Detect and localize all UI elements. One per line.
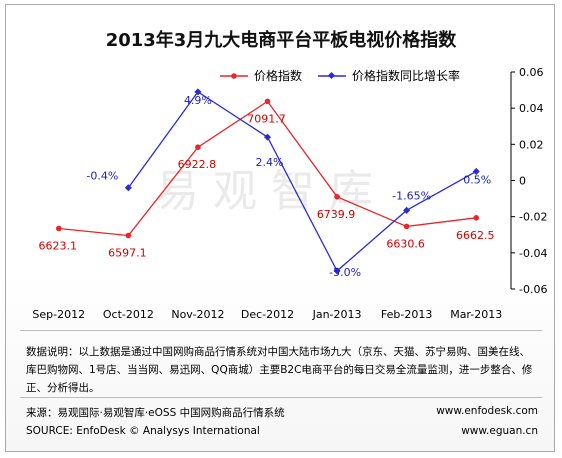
x-axis-tick-label: Nov-2012 <box>171 308 224 321</box>
yoy-growth-line <box>127 91 477 272</box>
price-index-data-label: 6630.6 <box>386 237 425 250</box>
right-axis-tick-label: -0.02 <box>519 211 547 224</box>
price-index-data-label: 6623.1 <box>39 239 78 252</box>
legend-red-label: 价格指数 <box>254 68 302 83</box>
right-axis-tick-label: 0.06 <box>519 66 544 79</box>
right-axis-tick-label: -0.06 <box>519 283 547 296</box>
x-axis-tick-label: Mar-2013 <box>450 308 502 321</box>
yoy-growth-data-label: -0.4% <box>86 170 118 183</box>
url-enfodesk: www.enfodesk.com <box>436 405 538 417</box>
x-axis-tick-label: Jan-2013 <box>312 308 362 321</box>
chart-frame <box>5 4 555 452</box>
price-index-point <box>264 98 271 105</box>
x-axis-tick-label: Dec-2012 <box>241 308 294 321</box>
x-axis-tick-label: Feb-2013 <box>381 308 432 321</box>
yoy-growth-data-label: 2.4% <box>256 156 284 169</box>
yoy-growth-data-label: 0.5% <box>463 173 491 186</box>
price-index-point <box>125 232 132 239</box>
divider <box>20 330 542 331</box>
price-index-data-labels: 6623.1 6597.1 6922.8 7091.7 6739.9 6630.6 6662… <box>39 112 495 259</box>
price-index-data-label: 6597.1 <box>108 247 147 260</box>
yoy-growth-data-labels: -0.4% 4.9% 2.4% -5.0% -1.65% 0.5% <box>86 94 491 279</box>
right-axis-tick-label: 0.04 <box>519 102 544 115</box>
price-index-point <box>55 225 62 232</box>
right-axis-tick-label: 0.02 <box>519 138 544 151</box>
price-index-point <box>473 214 480 221</box>
yoy-growth-data-label: 4.9% <box>184 94 212 107</box>
price-index-point <box>403 223 410 230</box>
x-axis-ticks: Sep-2012 Oct-2012 Nov-2012 Dec-2012 Jan-2013… <box>32 308 502 321</box>
yoy-growth-data-label: -1.65% <box>392 189 431 202</box>
yoy-growth-point <box>403 206 411 214</box>
price-index-data-label: 6922.8 <box>178 158 217 171</box>
divider <box>20 397 542 398</box>
price-index-point <box>195 144 201 150</box>
right-axis-ticks: 0.06 0.04 0.02 0 -0.02 -0.04 -0.06 <box>511 66 547 296</box>
series-yoy-growth <box>124 88 480 275</box>
watermark: 易观智库 <box>155 166 387 217</box>
chart-title: 2013年3月九大电商平台平板电视价格指数 <box>105 30 457 51</box>
yoy-growth-point <box>194 88 202 96</box>
legend-blue-marker <box>327 71 336 80</box>
x-axis-tick-label: Oct-2012 <box>103 308 154 321</box>
data-note: 数据说明：以上数据是通过中国网购商品行情系统对中国大陆市场九大（京东、天猫、苏宁… <box>26 346 533 394</box>
legend: 价格指数 价格指数同比增长率 <box>220 68 460 83</box>
yoy-growth-point <box>333 267 341 275</box>
price-index-point <box>334 194 340 200</box>
yoy-growth-point <box>472 167 480 175</box>
source-en: SOURCE: EnfoDesk © Analysys Internationa… <box>26 425 260 437</box>
source-cn: 来源：易观国际·易观智库·eOSS 中国网购商品行情系统 <box>26 407 285 419</box>
legend-red-marker <box>231 73 237 79</box>
right-axis-tick-label: -0.04 <box>519 247 547 260</box>
yoy-growth-data-label: -5.0% <box>329 266 361 279</box>
url-eguan: www.eguan.cn <box>461 425 538 437</box>
price-index-data-label: 6739.9 <box>317 208 356 221</box>
series-price-index <box>55 98 480 239</box>
legend-blue-label: 价格指数同比增长率 <box>352 68 460 83</box>
price-index-data-label: 6662.5 <box>456 229 495 242</box>
price-index-data-label: 7091.7 <box>247 112 286 125</box>
x-axis-tick-label: Sep-2012 <box>32 308 85 321</box>
yoy-growth-point <box>124 184 132 192</box>
right-axis-tick-label: 0 <box>519 175 526 188</box>
line-chart: 0.06 0.04 0.02 0 -0.02 -0.04 -0.06 Sep-2012 Oct… <box>32 66 547 321</box>
yoy-growth-point <box>263 133 272 141</box>
